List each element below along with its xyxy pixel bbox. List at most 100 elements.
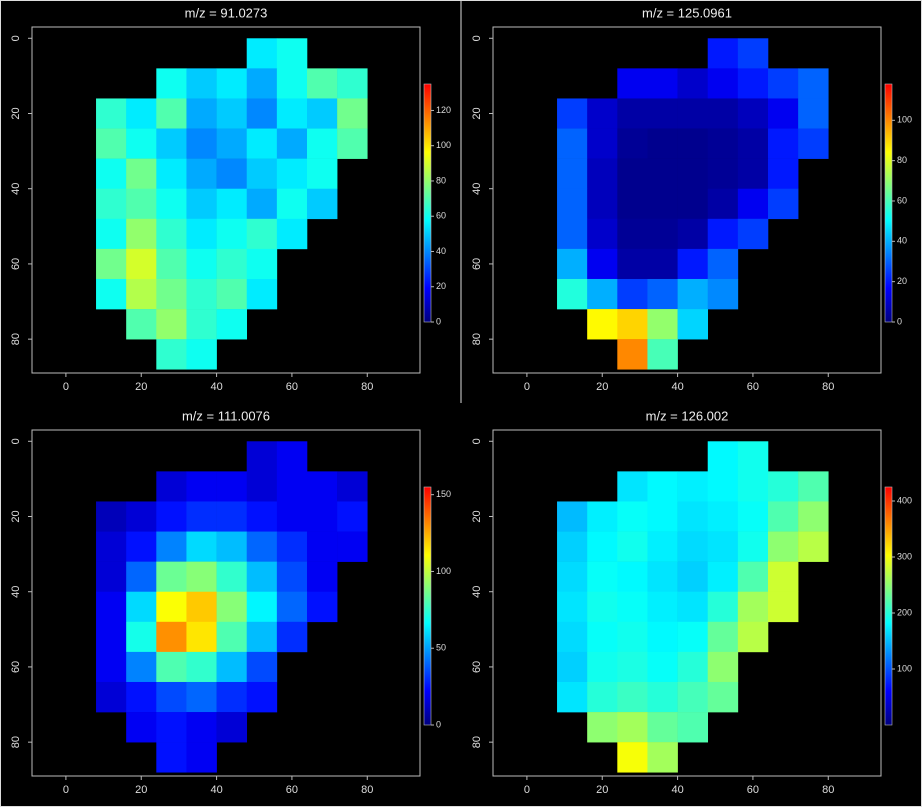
y-tick-label: 20 [471, 510, 483, 522]
pixel [677, 128, 709, 159]
pixel [96, 561, 127, 593]
pixel [337, 98, 368, 129]
x-tick-label: 80 [361, 784, 373, 796]
pixel [96, 278, 127, 310]
y-tick-label: 0 [471, 35, 483, 41]
pixel [96, 621, 127, 653]
pixel [276, 158, 308, 190]
pixel [276, 38, 308, 69]
pixel [216, 621, 248, 653]
pixel [587, 712, 618, 743]
pixel [647, 68, 678, 99]
pixel [246, 68, 278, 99]
colorbar [423, 83, 432, 323]
pixel [337, 68, 368, 99]
pixel [587, 651, 618, 683]
pixel [156, 681, 187, 713]
y-tick-label: 20 [471, 107, 483, 119]
colorbar-tick-label: 100 [436, 140, 451, 150]
x-tick-label: 0 [524, 784, 530, 796]
pixel [156, 531, 187, 562]
pixel [677, 309, 709, 340]
pixel [96, 128, 127, 159]
colorbar-tick-label: 150 [436, 489, 451, 499]
pixel [126, 561, 157, 593]
pixel [216, 278, 248, 310]
pixel [707, 621, 739, 653]
y-tick-label: 40 [471, 183, 483, 195]
colorbar-tick-label: 20 [897, 276, 907, 286]
pixel [156, 651, 187, 683]
pixel [707, 68, 739, 99]
pixel [156, 158, 187, 190]
pixel [557, 651, 588, 683]
pixel [647, 712, 678, 743]
pixel [186, 561, 217, 593]
pixel [337, 531, 368, 562]
x-tick-label: 0 [524, 381, 530, 393]
pixel [156, 218, 187, 250]
pixel [647, 128, 678, 159]
y-tick-label: 20 [10, 107, 22, 119]
pixel [557, 248, 588, 280]
pixel [126, 681, 157, 713]
colorbar-tick-label: 0 [436, 316, 441, 326]
pixel [647, 681, 678, 713]
pixel [186, 218, 217, 250]
pixel [587, 591, 618, 623]
pixel [617, 128, 648, 159]
pixel [677, 561, 709, 593]
colorbar-tick-label: 100 [897, 115, 912, 125]
pixel [677, 158, 709, 190]
y-tick-label: 0 [10, 35, 22, 41]
pixel [246, 128, 278, 159]
pixel [587, 621, 618, 653]
pixel [798, 128, 829, 159]
pixel [126, 188, 157, 220]
y-tick-label: 40 [471, 586, 483, 598]
plot-box [492, 429, 882, 777]
pixel [617, 621, 648, 653]
pixel [156, 98, 187, 129]
pixel [156, 712, 187, 743]
pixel [617, 158, 648, 190]
pixel [246, 158, 278, 190]
pixel [737, 471, 769, 502]
pixel [156, 339, 187, 370]
pixel [617, 339, 648, 370]
x-tick-label: 80 [822, 381, 834, 393]
pixel [216, 681, 248, 713]
pixel [186, 651, 217, 683]
plot-box [31, 429, 421, 777]
pixel [186, 591, 217, 623]
pixel [216, 712, 248, 743]
pixel [96, 158, 127, 190]
pixel [96, 218, 127, 250]
x-tick-label: 20 [596, 381, 608, 393]
pixel [96, 681, 127, 713]
pixel [587, 188, 618, 220]
pixel [156, 621, 187, 653]
pixel [707, 501, 739, 532]
pixel [707, 188, 739, 220]
pixel [557, 158, 588, 190]
pixel [246, 441, 278, 472]
pixel [677, 248, 709, 280]
pixel [647, 561, 678, 593]
pixel [767, 188, 799, 220]
pixel [677, 188, 709, 220]
pixel [737, 591, 769, 623]
pixel [647, 339, 678, 370]
pixel [156, 471, 187, 502]
pixel [617, 681, 648, 713]
pixel [707, 591, 739, 623]
pixel [246, 591, 278, 623]
pixel [647, 218, 678, 250]
pixel [306, 158, 338, 190]
pixel [798, 471, 829, 502]
pixel [156, 188, 187, 220]
pixel [617, 248, 648, 280]
pixel [186, 68, 217, 99]
pixel [96, 591, 127, 623]
pixel [186, 712, 217, 743]
